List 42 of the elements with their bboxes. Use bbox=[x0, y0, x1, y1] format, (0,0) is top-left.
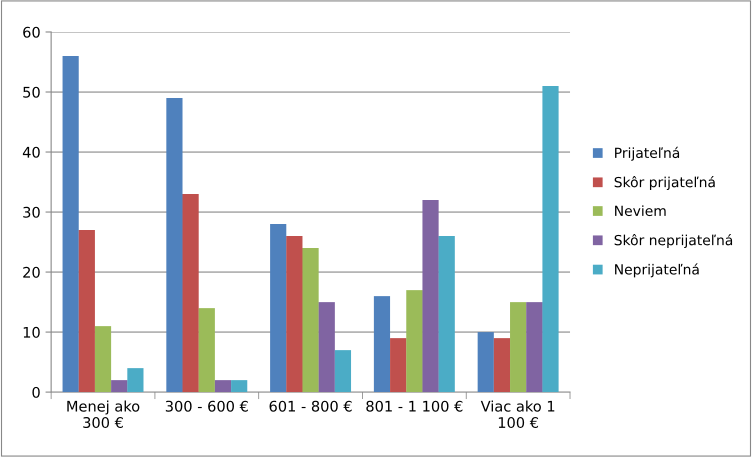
bar bbox=[374, 296, 390, 392]
bar bbox=[78, 230, 95, 392]
bar bbox=[494, 338, 510, 392]
bar bbox=[526, 302, 542, 392]
legend-label: Skôr neprijateľná bbox=[614, 234, 732, 248]
y-tick-label: 60 bbox=[23, 26, 40, 38]
bar bbox=[127, 368, 144, 392]
bar bbox=[334, 350, 352, 392]
bar bbox=[214, 380, 232, 392]
bar bbox=[542, 86, 559, 392]
bar bbox=[478, 332, 494, 392]
y-tick-label: 20 bbox=[23, 266, 40, 278]
bar bbox=[438, 236, 455, 392]
legend-label: Skôr prijateľná bbox=[614, 176, 715, 190]
legend-label: Prijateľná bbox=[615, 146, 680, 161]
bar bbox=[390, 338, 406, 392]
bar bbox=[422, 200, 439, 392]
bar bbox=[111, 380, 128, 392]
bar bbox=[231, 380, 248, 392]
legend-label: Neprijateľná bbox=[615, 263, 699, 278]
x-tick-label: Menej ako 300 € bbox=[67, 400, 140, 428]
bar bbox=[270, 224, 286, 392]
bar bbox=[510, 302, 526, 392]
x-tick-label: 801 - 1 100 € bbox=[366, 400, 462, 412]
bar bbox=[318, 302, 335, 392]
bar bbox=[302, 248, 319, 392]
y-tick-label: 10 bbox=[24, 326, 40, 338]
x-tick-label: Viac ako 1 100 € bbox=[480, 400, 554, 428]
bar bbox=[286, 236, 302, 392]
x-tick-label: 300 - 600 € bbox=[166, 400, 248, 412]
y-tick-label: 50 bbox=[23, 86, 40, 98]
y-tick-label: 40 bbox=[22, 146, 40, 158]
bar bbox=[182, 194, 199, 392]
bar bbox=[94, 326, 112, 392]
x-tick-label: 601 - 800 € bbox=[270, 400, 352, 412]
bar bbox=[62, 56, 79, 392]
y-tick-label: 0 bbox=[32, 386, 40, 398]
legend-label: Neviem bbox=[615, 205, 666, 216]
bar bbox=[166, 98, 183, 392]
y-tick-label: 30 bbox=[23, 206, 40, 218]
bar bbox=[198, 308, 215, 392]
bar bbox=[406, 290, 422, 392]
